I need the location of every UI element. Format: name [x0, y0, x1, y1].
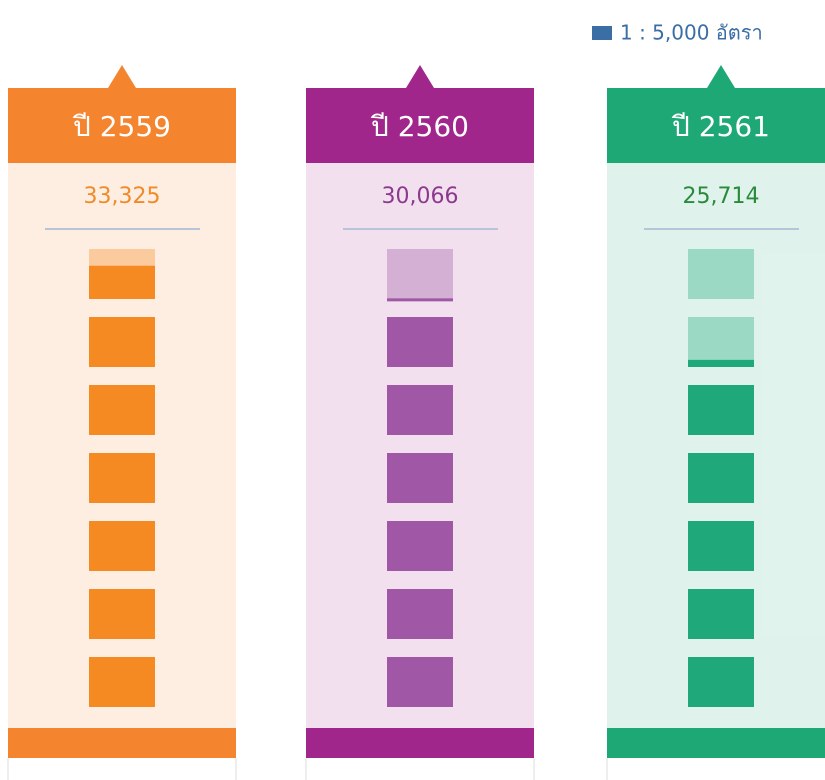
square: [387, 385, 453, 435]
value-label: 30,066: [382, 184, 459, 209]
square: [89, 521, 155, 571]
square: [387, 453, 453, 503]
footer: [607, 728, 825, 758]
category-label: ปี 2560: [370, 110, 469, 143]
footer: [8, 728, 236, 758]
square: [387, 657, 453, 707]
footer: [306, 728, 534, 758]
legend-label: 1 : 5,000 อัตรา: [620, 21, 763, 45]
square: [89, 453, 155, 503]
header: [306, 65, 534, 163]
square: [89, 265, 155, 299]
square: [688, 453, 754, 503]
category-label: ปี 2559: [72, 110, 171, 143]
square-empty: [688, 249, 754, 299]
square: [688, 385, 754, 435]
value-label: 25,714: [683, 184, 760, 209]
column-bg: [8, 163, 236, 728]
column-bg: [607, 163, 825, 728]
square: [387, 317, 453, 367]
header: [8, 65, 236, 163]
column-bg: [306, 163, 534, 728]
square: [89, 385, 155, 435]
square: [688, 589, 754, 639]
square: [387, 589, 453, 639]
square: [387, 298, 453, 302]
square: [89, 657, 155, 707]
square: [688, 359, 754, 367]
value-label: 33,325: [84, 184, 161, 209]
square-empty: [387, 249, 453, 299]
square: [688, 657, 754, 707]
square: [89, 589, 155, 639]
square: [89, 317, 155, 367]
header: [607, 65, 825, 163]
legend-swatch: [592, 26, 612, 40]
category-label: ปี 2561: [671, 110, 770, 143]
square-empty: [688, 317, 754, 367]
square: [387, 521, 453, 571]
square: [688, 521, 754, 571]
